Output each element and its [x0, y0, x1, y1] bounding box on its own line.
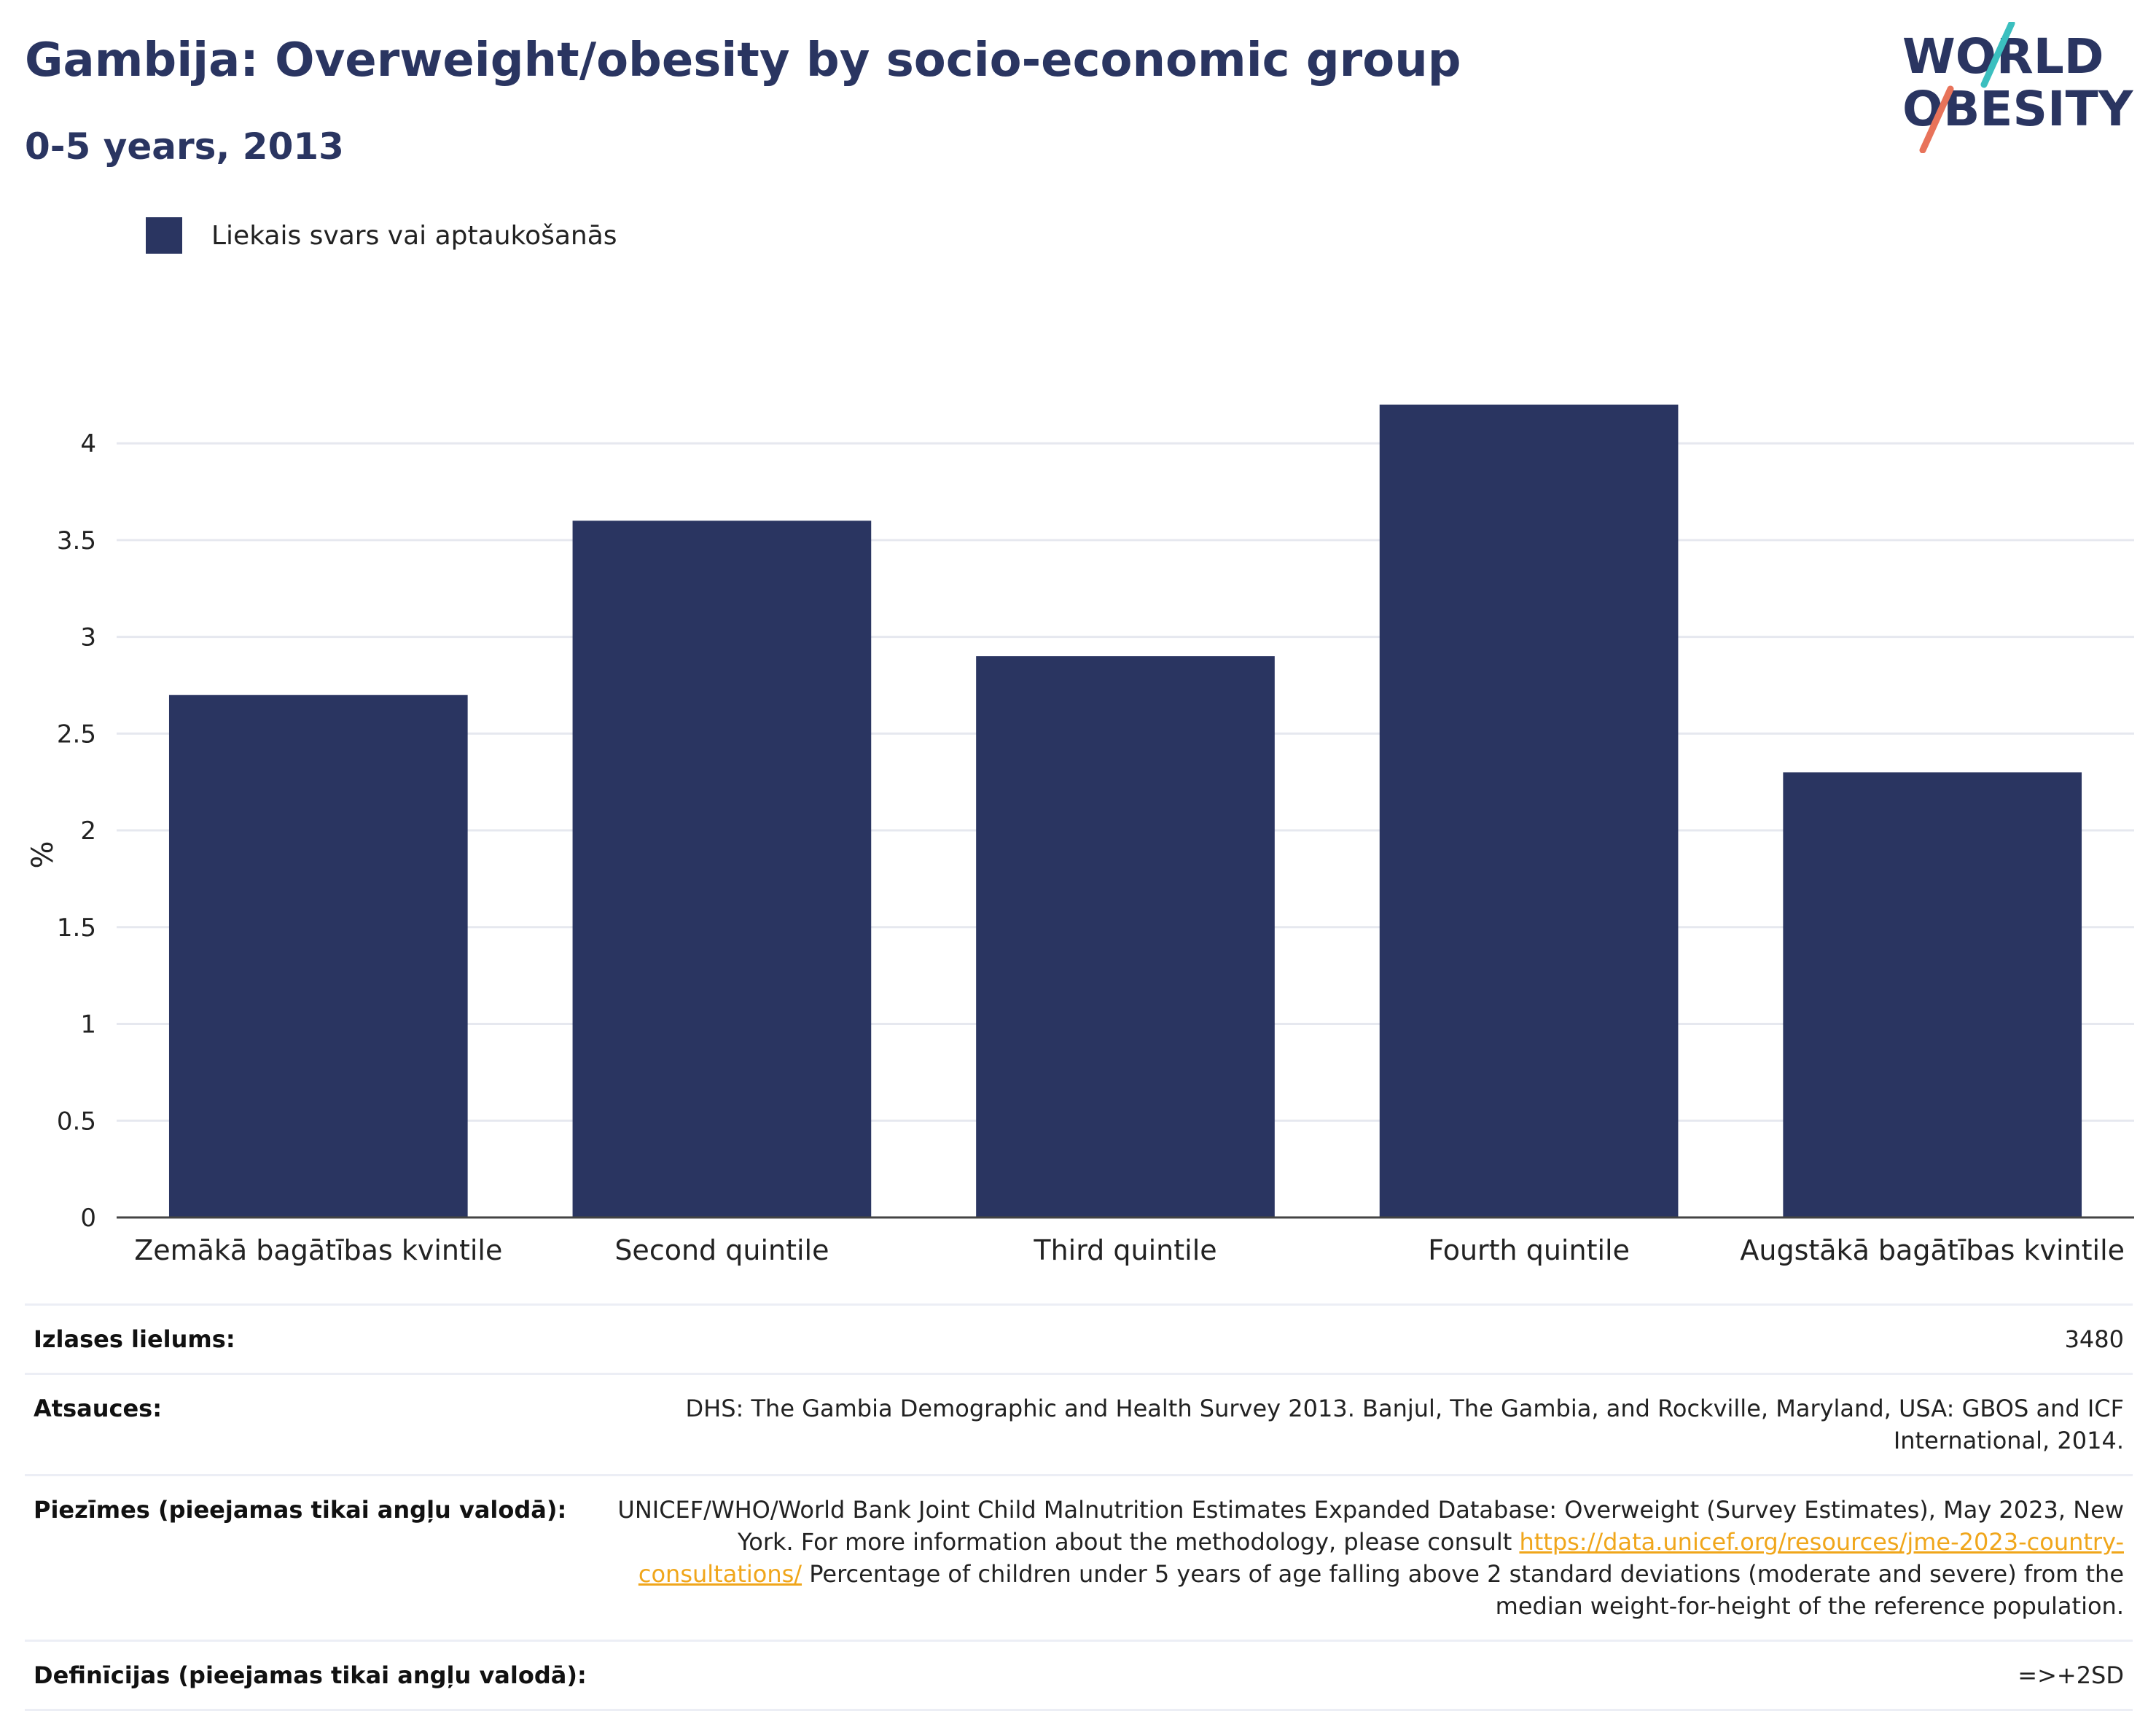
- chart-subtitle: 0-5 years, 2013: [25, 125, 344, 168]
- meta-row-sources: Atsauces: DHS: The Gambia Demographic an…: [25, 1373, 2133, 1474]
- notes-text-before: UNICEF/WHO/World Bank Joint Child Malnut…: [617, 1496, 2124, 1556]
- legend-swatch: [146, 217, 182, 254]
- bar-chart: 0 0.5 1 1.5 2 2.5 3 3.5 4 Zemākā bagātības kvinti…: [26, 405, 2134, 1266]
- y-tick-label: 2: [80, 816, 96, 846]
- logo-slash-coral: [1919, 85, 1954, 153]
- sample-size-value: 3480: [2064, 1325, 2124, 1353]
- world-obesity-logo[interactable]: WORLD OBESITY: [1902, 22, 2143, 153]
- notes-link[interactable]: https://data.unicef.org/resources/jme-20…: [638, 1528, 2124, 1588]
- y-tick-label: 3.5: [57, 526, 96, 556]
- sample-size-label: Izlases lielums:: [34, 1325, 235, 1353]
- x-tick-label: Augstākā bagātības kvintile: [1740, 1234, 2125, 1266]
- bar: [1379, 405, 1679, 1217]
- sources-value: DHS: The Gambia Demographic and Health S…: [685, 1395, 2124, 1454]
- logo-slash-teal: [1980, 22, 2015, 88]
- legend[interactable]: Liekais svars vai aptaukošanās: [146, 217, 617, 254]
- y-tick-label: 1.5: [57, 913, 96, 943]
- y-tick-label: 3: [80, 623, 96, 652]
- meta-row-sample: Izlases lielums: 3480: [25, 1303, 2133, 1373]
- bar: [168, 695, 468, 1217]
- bar: [976, 656, 1275, 1217]
- y-tick-label: 0.5: [57, 1107, 96, 1136]
- chart-title: Gambija: Overweight/obesity by socio-eco…: [25, 34, 1461, 87]
- notes-text-after: Percentage of children under 5 years of …: [802, 1560, 2124, 1620]
- legend-label: Liekais svars vai aptaukošanās: [211, 220, 617, 251]
- definitions-value: =>+2SD: [2018, 1661, 2124, 1689]
- x-tick-label: Fourth quintile: [1428, 1234, 1630, 1266]
- y-tick-label: 0: [80, 1204, 96, 1233]
- y-tick-label: 2.5: [57, 720, 96, 749]
- bar: [572, 521, 872, 1217]
- y-axis-label: %: [26, 841, 60, 868]
- sources-label: Atsauces:: [34, 1395, 162, 1422]
- x-tick-label: Zemākā bagātības kvintile: [134, 1234, 502, 1266]
- notes-label: Piezīmes (pieejamas tikai angļu valodā):: [34, 1496, 567, 1524]
- definitions-label: Definīcijas (pieejamas tikai angļu valod…: [34, 1661, 587, 1689]
- x-tick-label: Third quintile: [1033, 1234, 1216, 1266]
- notes-value: UNICEF/WHO/World Bank Joint Child Malnut…: [587, 1494, 2124, 1622]
- metadata-table: Izlases lielums: 3480 Atsauces: DHS: The…: [25, 1303, 2133, 1711]
- x-tick-label: Second quintile: [614, 1234, 829, 1266]
- y-tick-label: 4: [80, 429, 96, 459]
- meta-row-notes: Piezīmes (pieejamas tikai angļu valodā):…: [25, 1474, 2133, 1640]
- y-tick-label: 1: [80, 1010, 96, 1040]
- bar: [1783, 772, 2082, 1217]
- meta-row-definitions: Definīcijas (pieejamas tikai angļu valod…: [25, 1640, 2133, 1711]
